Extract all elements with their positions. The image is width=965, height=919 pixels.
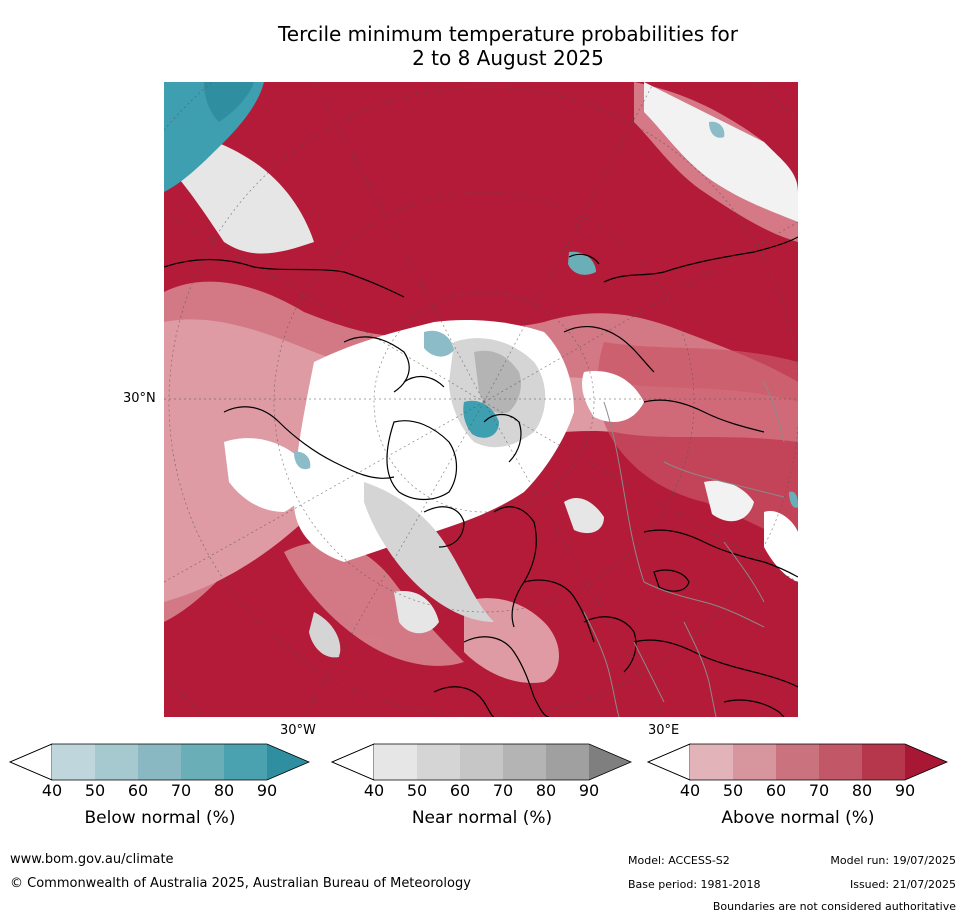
below-color-box <box>181 744 224 780</box>
below-extend-low <box>8 743 53 781</box>
above-tick-label: 40 <box>679 781 701 800</box>
above-color-box <box>733 744 776 780</box>
near-color-box <box>374 744 417 780</box>
map-svg <box>164 82 798 717</box>
issued-text: Issued: 21/07/2025 <box>849 878 956 891</box>
near-extend-high <box>589 744 631 780</box>
above-tick-label: 90 <box>894 781 916 800</box>
below-tick-label: 50 <box>84 781 106 800</box>
lon-30w-label: 30°W <box>280 723 316 738</box>
above-color-box <box>690 744 733 780</box>
title-line-2: 2 to 8 August 2025 <box>412 46 604 70</box>
disclaimer-text: Boundaries are not considered authoritat… <box>712 900 956 913</box>
near-tick-label: 70 <box>492 781 514 800</box>
near-outline <box>330 743 633 781</box>
near-color-box <box>460 744 503 780</box>
above-outline <box>646 743 949 781</box>
above-extend-low <box>646 743 691 781</box>
colorbar-below-svg <box>8 743 311 781</box>
colorbar-below-title: Below normal (%) <box>84 808 236 828</box>
above-tick-label: 60 <box>765 781 787 800</box>
model-text: Model: ACCESS-S2 <box>628 854 730 867</box>
below-tick-label: 40 <box>41 781 63 800</box>
title-line-1: Tercile minimum temperature probabilitie… <box>277 22 739 46</box>
website-text: www.bom.gov.au/climate <box>10 852 174 867</box>
near-color-box <box>417 744 460 780</box>
colorbar-above-title: Above normal (%) <box>721 808 875 828</box>
lon-30e-label: 30°E <box>648 723 680 738</box>
country-borders <box>583 381 785 717</box>
below-color-box <box>138 744 181 780</box>
below-tick-label: 80 <box>213 781 235 800</box>
above-color-box <box>776 744 819 780</box>
graticule <box>164 82 798 717</box>
near-color-box <box>503 744 546 780</box>
coastlines <box>164 236 798 717</box>
below-normal-areas <box>164 82 798 508</box>
below-tick-label: 90 <box>256 781 278 800</box>
near-tick-label: 40 <box>363 781 385 800</box>
chart-title: Tercile minimum temperature probabilitie… <box>160 22 856 70</box>
near-extend-low <box>330 743 375 781</box>
lat-30n-label: 30°N <box>123 391 156 406</box>
above-extend-high <box>905 744 947 780</box>
near-tick-label: 80 <box>535 781 557 800</box>
below-outline <box>8 743 311 781</box>
colorbar-above-svg <box>646 743 949 781</box>
above-tick-label: 80 <box>851 781 873 800</box>
below-color-box <box>224 744 267 780</box>
near-tick-label: 60 <box>449 781 471 800</box>
below-extend-high <box>267 744 309 780</box>
colorbar-near-svg <box>330 743 633 781</box>
above-tick-label: 50 <box>722 781 744 800</box>
below-tick-label: 70 <box>170 781 192 800</box>
near-normal-areas <box>164 82 798 658</box>
below-tick-label: 60 <box>127 781 149 800</box>
near-color-box <box>546 744 589 780</box>
above-color-box <box>862 744 905 780</box>
copyright-text: © Commonwealth of Australia 2025, Austra… <box>10 876 471 891</box>
above-tick-label: 70 <box>808 781 830 800</box>
below-color-box <box>52 744 95 780</box>
model-run-text: Model run: 19/07/2025 <box>830 854 956 867</box>
near-tick-label: 50 <box>406 781 428 800</box>
colorbar-near-title: Near normal (%) <box>411 808 553 828</box>
base-period-text: Base period: 1981-2018 <box>628 878 761 891</box>
below-color-box <box>95 744 138 780</box>
probability-map <box>164 82 798 717</box>
near-tick-label: 90 <box>578 781 600 800</box>
above-color-box <box>819 744 862 780</box>
